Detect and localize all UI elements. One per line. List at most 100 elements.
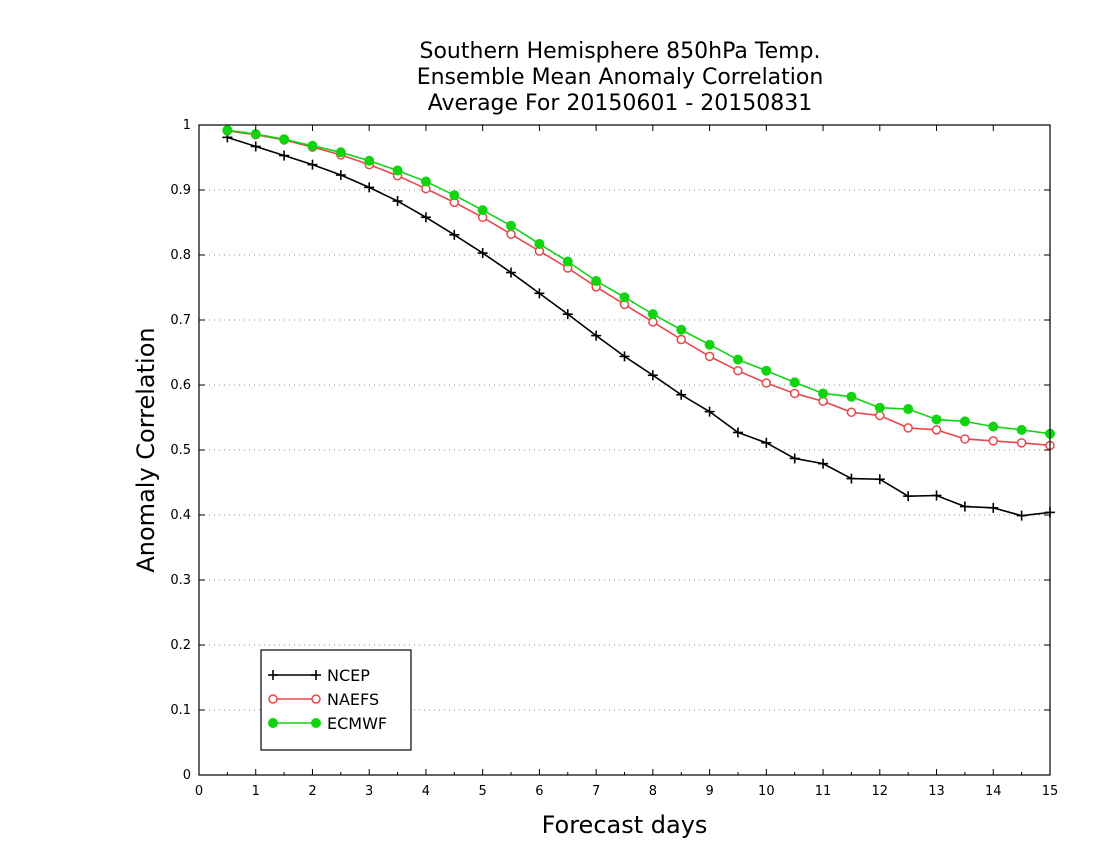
y-tick-label: 0.1 <box>170 703 191 718</box>
data-point <box>988 436 999 446</box>
data-point <box>562 256 573 267</box>
chart-title-line: Average For 20150601 - 20150831 <box>428 91 813 116</box>
data-point <box>647 309 658 320</box>
x-tick-label: 6 <box>535 784 543 799</box>
data-point <box>392 196 403 207</box>
data-point <box>534 288 545 299</box>
data-point <box>704 406 715 417</box>
legend-item: NAEFS <box>268 690 379 709</box>
data-point <box>364 182 375 193</box>
data-point <box>534 238 545 249</box>
legend-label: NAEFS <box>327 690 379 709</box>
data-point <box>676 334 686 345</box>
x-tick-label: 11 <box>815 784 832 799</box>
series-ecmwf <box>222 125 1055 439</box>
data-point <box>874 402 885 413</box>
data-point <box>733 365 743 376</box>
series-line <box>227 130 1051 447</box>
legend-label: NCEP <box>327 666 370 685</box>
y-tick-label: 0.6 <box>170 378 191 393</box>
data-point <box>392 165 403 176</box>
x-tick-label: 15 <box>1042 784 1059 799</box>
data-point <box>959 501 970 512</box>
data-point <box>562 309 573 320</box>
data-point <box>591 330 602 341</box>
data-point <box>506 220 517 231</box>
data-point <box>307 159 318 170</box>
x-tick-label: 2 <box>308 784 316 799</box>
series-line <box>227 129 1051 435</box>
x-tick-label: 3 <box>365 784 373 799</box>
data-point <box>477 248 488 259</box>
data-point <box>676 389 687 400</box>
data-point <box>959 416 970 427</box>
data-point <box>818 458 829 469</box>
data-point <box>222 125 233 136</box>
data-point <box>988 502 999 513</box>
data-point <box>789 453 800 464</box>
data-point <box>874 474 885 485</box>
legend-label: ECMWF <box>327 714 387 733</box>
series-ncep <box>222 132 1055 521</box>
data-point <box>931 425 942 435</box>
x-tick-label: 10 <box>758 784 775 799</box>
y-tick-label: 0.5 <box>170 443 191 458</box>
data-point <box>477 205 488 216</box>
x-tick-label: 13 <box>928 784 945 799</box>
data-point <box>1016 438 1027 448</box>
data-point <box>307 140 318 151</box>
data-point <box>268 670 278 680</box>
data-point <box>647 370 658 381</box>
data-point <box>789 388 800 399</box>
chart-title: Southern Hemisphere 850hPa Temp.Ensemble… <box>417 39 824 116</box>
y-axis-title: Anomaly Correlation <box>132 327 160 572</box>
data-point <box>732 354 743 365</box>
x-tick-label: 8 <box>649 784 657 799</box>
legend: NCEP NAEFS ECMWF <box>260 649 412 751</box>
x-tick-label: 7 <box>592 784 600 799</box>
data-point <box>903 423 913 433</box>
chart-title-line: Ensemble Mean Anomaly Correlation <box>417 65 824 90</box>
data-point <box>648 317 658 327</box>
data-point <box>761 437 772 448</box>
data-point <box>311 694 321 704</box>
data-point <box>279 150 290 161</box>
x-axis-title: Forecast days <box>542 811 708 839</box>
series-layer <box>222 125 1055 521</box>
data-point <box>761 378 772 388</box>
data-point <box>364 155 375 166</box>
data-point <box>311 670 321 680</box>
data-point <box>903 491 914 502</box>
x-tick-label: 4 <box>422 784 430 799</box>
data-point <box>449 229 460 240</box>
y-tick-label: 0.3 <box>170 573 191 588</box>
data-point <box>1016 424 1027 435</box>
data-point <box>789 377 800 388</box>
data-point <box>1016 510 1027 521</box>
data-point <box>335 170 346 181</box>
y-tick-label: 0.4 <box>170 508 191 523</box>
data-point <box>619 351 630 362</box>
data-point <box>619 292 630 303</box>
data-point <box>420 176 431 187</box>
data-point <box>268 718 278 728</box>
grid-lines <box>199 189 1050 711</box>
y-tick-label: 0.7 <box>170 313 191 328</box>
y-tick-label: 1 <box>183 118 191 133</box>
data-point <box>988 421 999 432</box>
y-tick-label: 0.9 <box>170 183 191 198</box>
data-point <box>506 267 517 278</box>
data-point <box>903 404 914 415</box>
x-tick-label: 14 <box>985 784 1002 799</box>
y-tick-label: 0 <box>183 768 191 783</box>
data-point <box>311 718 321 728</box>
data-point <box>846 473 857 484</box>
data-point <box>732 427 743 438</box>
data-point <box>931 490 942 501</box>
data-point <box>335 147 346 158</box>
data-point <box>761 365 772 376</box>
y-tick-label: 0.8 <box>170 248 191 263</box>
y-tick-label: 0.2 <box>170 638 191 653</box>
data-point <box>591 276 602 286</box>
